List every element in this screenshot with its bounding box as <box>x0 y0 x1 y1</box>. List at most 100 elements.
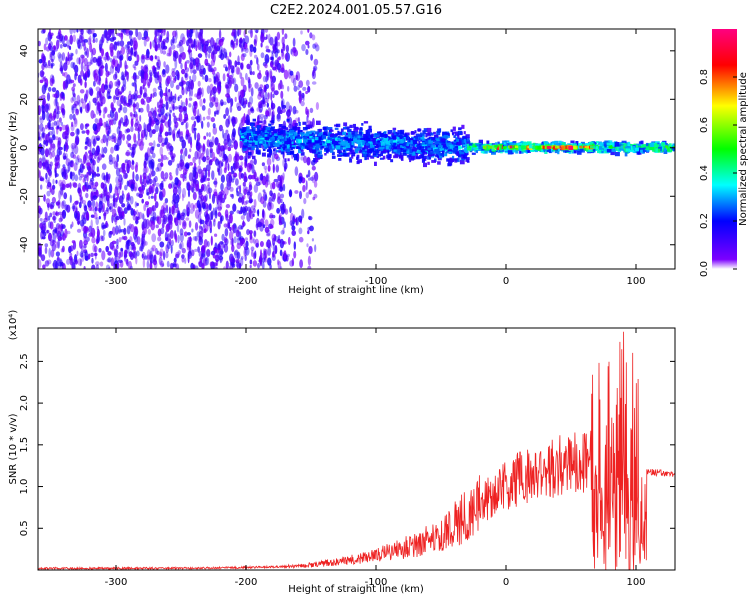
spectrogram-cell <box>80 98 84 104</box>
spectrogram-cell <box>130 224 135 233</box>
spectrogram-cell <box>48 138 54 144</box>
spectrogram-cell <box>252 118 256 122</box>
spectrogram-cell <box>127 143 132 148</box>
spectrogram-cell <box>159 241 165 248</box>
spectrogram-cell <box>298 149 302 154</box>
spectrogram-cell <box>369 148 375 152</box>
spectrogram-cell <box>115 176 119 184</box>
spectrogram-cell <box>172 263 177 268</box>
spectrogram-cell <box>338 131 344 136</box>
spectrogram-cell <box>62 245 65 253</box>
spectrogram-cell <box>136 236 141 245</box>
spectrogram-cell <box>55 112 60 120</box>
spectrogram-cell <box>75 48 78 55</box>
spectrogram-cell <box>192 179 197 189</box>
spectrogram-cell <box>344 133 350 138</box>
spectrogram-cell <box>197 108 200 119</box>
spectrogram-cell <box>328 145 333 150</box>
spectrogram-cell <box>431 144 435 148</box>
spectrogram-cell <box>62 72 65 77</box>
spectrogram-cell <box>215 71 220 82</box>
spectrogram-cell <box>509 147 512 152</box>
spectrogram-cell <box>153 254 156 263</box>
spectrogram-cell <box>207 181 210 187</box>
spectrogram-cell <box>50 187 55 195</box>
spectrogram-cell <box>302 92 305 102</box>
spectrogram-cell <box>274 244 278 255</box>
spectrogram-cell <box>99 117 103 127</box>
spectrogram-cell <box>285 127 289 131</box>
spectrogram-cell <box>451 142 455 147</box>
spectrogram-cell <box>232 171 237 178</box>
spectrogram-cell <box>179 233 184 242</box>
spectrogram-cell <box>190 116 196 121</box>
spectrogram-cell <box>265 136 269 141</box>
spectrogram-cell <box>339 137 344 140</box>
spectrogram-cell <box>398 154 404 158</box>
spectrogram-cell <box>157 108 162 113</box>
spectrogram-cell <box>49 203 53 210</box>
spectrogram-cell <box>187 189 191 198</box>
spectrogram-cell <box>106 54 110 62</box>
spectrogram-cell <box>223 243 229 253</box>
spectrogram-cell <box>135 256 138 265</box>
spectrogram-cell <box>400 144 403 148</box>
spectrogram-cell <box>70 171 76 177</box>
spectrogram-cell <box>450 129 453 132</box>
spectrogram-cell <box>305 40 310 46</box>
spectrogram-cell <box>290 73 295 84</box>
spectrogram-cell <box>256 107 261 112</box>
spectrogram-cell <box>275 129 279 132</box>
spectrogram-cell <box>166 75 171 85</box>
spectrogram-cell <box>224 209 229 219</box>
spectrogram-cell <box>187 154 191 159</box>
spectrogram-cell <box>260 116 264 121</box>
spectrogram-cell <box>214 233 218 237</box>
spectrogram-cell <box>244 35 250 44</box>
spectrogram-cell <box>145 134 148 141</box>
spectrogram-cell <box>255 217 260 228</box>
spectrogram-cell <box>95 96 98 101</box>
spectrogram-cell <box>134 227 139 237</box>
spectrogram-cell <box>464 150 469 153</box>
spectrogram-cell <box>286 152 291 156</box>
spectrogram-cell <box>157 29 162 33</box>
spectrogram-cell <box>130 183 135 192</box>
spectrogram-cell <box>250 108 254 112</box>
spectrogram-cell <box>265 70 269 77</box>
spectrogram-cell <box>236 61 241 66</box>
spectrogram-cell <box>169 174 173 181</box>
spectrogram-cell <box>121 29 126 33</box>
spectrogram-cell <box>318 136 322 141</box>
spectrogram-cell <box>251 123 254 129</box>
spectrogram-cell <box>187 134 191 144</box>
spectrogram-cell <box>127 98 133 108</box>
spectrogram-cell <box>279 249 283 257</box>
spectrogram-cell <box>225 129 229 134</box>
spectrogram-cell <box>123 227 127 235</box>
spectrogram-cell <box>108 135 112 141</box>
spectrogram-cell <box>61 124 67 131</box>
spectrogram-cell <box>170 263 174 269</box>
spectrogram-cell <box>96 228 100 238</box>
spectrogram-cell <box>379 157 384 160</box>
spectrogram-cell <box>236 209 240 214</box>
spectrogram-cell <box>135 113 139 122</box>
spectrogram-cell <box>234 96 237 102</box>
spectrogram-cell <box>180 130 184 136</box>
spectrogram-cell <box>453 149 457 154</box>
spectrogram-cell <box>252 129 256 133</box>
spectrogram-cell <box>439 155 443 159</box>
spectrogram-cell <box>374 161 377 166</box>
spectrogram-cell <box>370 143 373 149</box>
spectrogram-cell <box>59 263 64 269</box>
spectrogram-cell <box>638 141 642 144</box>
spectrogram-cell <box>129 265 133 269</box>
spectrogram-cell <box>253 230 257 238</box>
spectrogram-cell <box>319 140 325 145</box>
spectrogram-cell <box>346 143 351 147</box>
spectrogram-cell <box>65 124 68 132</box>
spectrogram-cell <box>103 211 106 221</box>
spectrogram-cell <box>116 50 121 59</box>
spectrogram-cell <box>632 149 636 153</box>
